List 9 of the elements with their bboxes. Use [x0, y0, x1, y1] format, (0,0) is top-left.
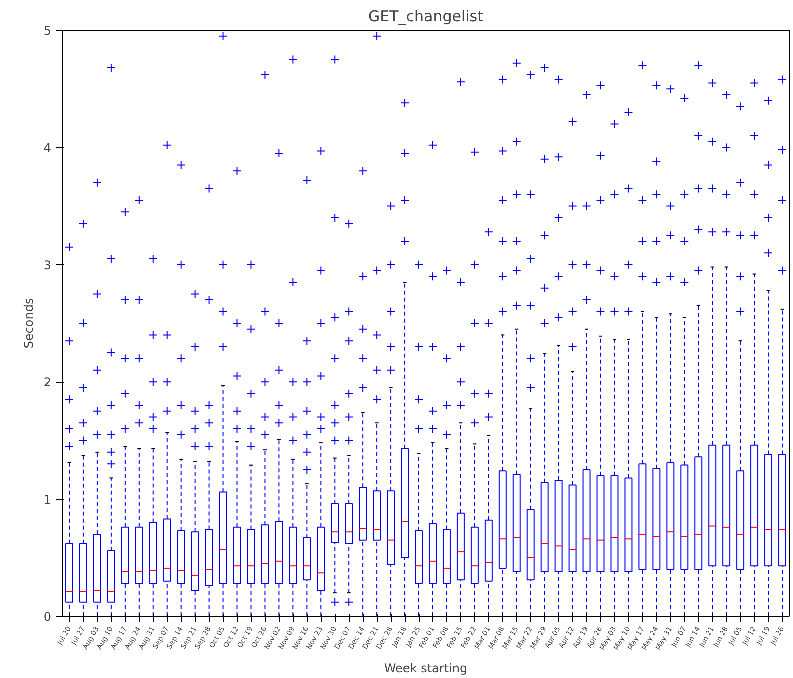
y-tick-label: 4: [44, 141, 52, 156]
y-tick-label: 0: [44, 610, 52, 624]
y-tick-label: 3: [44, 258, 52, 272]
x-axis-title: Week starting: [384, 662, 468, 676]
y-tick-label: 2: [44, 376, 52, 390]
chart-title: GET_changelist: [368, 8, 484, 26]
y-tick-label: 5: [44, 24, 52, 38]
y-tick-label: 1: [44, 492, 52, 507]
y-axis-title: Seconds: [22, 298, 36, 349]
